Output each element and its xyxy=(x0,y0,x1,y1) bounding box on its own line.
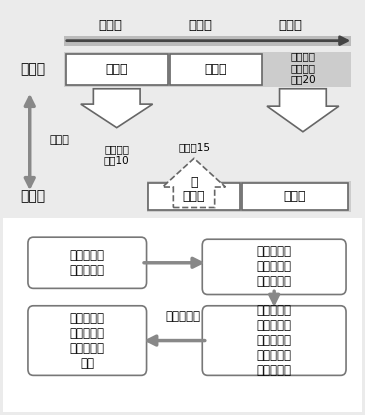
FancyBboxPatch shape xyxy=(28,237,147,288)
Text: 財政破綻
回避の利
得：20: 財政破綻 回避の利 得：20 xyxy=(290,51,316,85)
Text: 親世代: 親世代 xyxy=(21,62,46,76)
Text: 子世代: 子世代 xyxy=(21,189,46,203)
FancyBboxPatch shape xyxy=(170,54,262,85)
Text: 老年期: 老年期 xyxy=(283,190,306,203)
FancyBboxPatch shape xyxy=(64,36,351,46)
FancyBboxPatch shape xyxy=(64,52,351,87)
Text: あらかじめ
利得の一部
を親世代に
移転するメ
リットなし: あらかじめ 利得の一部 を親世代に 移転するメ リットなし xyxy=(257,304,292,377)
FancyBboxPatch shape xyxy=(202,306,346,376)
Text: 協調？: 協調？ xyxy=(50,135,69,145)
FancyBboxPatch shape xyxy=(147,181,351,212)
Text: 若年期: 若年期 xyxy=(105,63,128,76)
Text: 若年期: 若年期 xyxy=(183,190,205,203)
Polygon shape xyxy=(267,89,339,132)
FancyBboxPatch shape xyxy=(28,306,147,376)
Text: 老年期: 老年期 xyxy=(204,63,227,76)
Polygon shape xyxy=(81,89,153,128)
Text: 遠未来: 遠未来 xyxy=(278,19,302,32)
Text: 移転：15: 移転：15 xyxy=(178,142,210,152)
Text: 子世代が遠
未来で利得
を受け取る: 子世代が遠 未来で利得 を受け取る xyxy=(257,245,292,288)
FancyBboxPatch shape xyxy=(202,239,346,295)
Text: 親世代が今
改革を実行: 親世代が今 改革を実行 xyxy=(70,249,105,277)
Text: 時間不整合: 時間不整合 xyxy=(165,310,200,322)
Text: 近未来: 近未来 xyxy=(188,19,212,32)
Text: ？: ？ xyxy=(190,176,198,189)
FancyBboxPatch shape xyxy=(148,183,240,210)
FancyBboxPatch shape xyxy=(242,183,348,210)
FancyBboxPatch shape xyxy=(66,54,168,85)
Text: 再建コス
ト：10: 再建コス ト：10 xyxy=(104,144,130,166)
FancyBboxPatch shape xyxy=(3,218,362,412)
Polygon shape xyxy=(162,159,226,208)
Text: 利得がない
と予想して
改革を実行
せず: 利得がない と予想して 改革を実行 せず xyxy=(70,312,105,370)
Text: 現　在: 現 在 xyxy=(99,19,123,32)
